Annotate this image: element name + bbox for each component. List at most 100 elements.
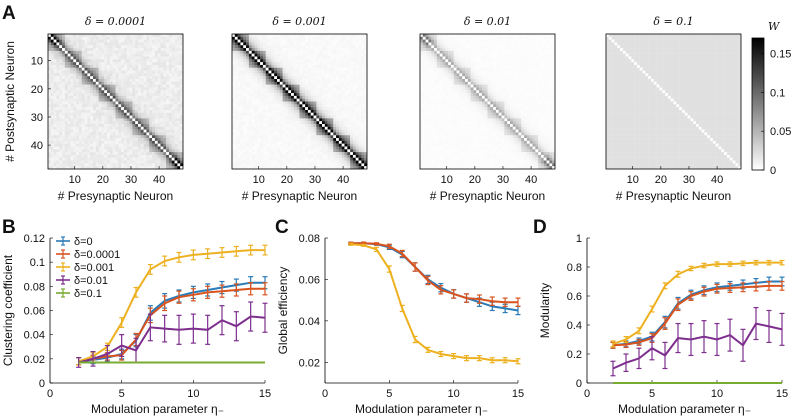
heatmap-cell (126, 64, 130, 68)
heatmap-cell (104, 107, 108, 111)
heatmap-cell (336, 149, 340, 153)
heatmap-cell (364, 132, 368, 136)
heatmap-cell (73, 70, 77, 74)
heatmap-cell (78, 149, 82, 153)
heatmap-cell (168, 34, 172, 37)
heatmap-cell (154, 42, 158, 46)
heatmap-cell (107, 48, 111, 52)
heatmap-cell (78, 157, 82, 161)
heatmap-cell (76, 62, 80, 66)
heatmap-cell (246, 101, 250, 105)
heatmap-cell (246, 56, 250, 60)
heatmap-cell (174, 42, 178, 46)
heatmap-cell (434, 42, 438, 46)
heatmap-cell (53, 90, 57, 94)
heatmap-cell (56, 140, 60, 144)
heatmap-cell (129, 126, 133, 130)
heatmap-cell (336, 62, 340, 66)
heatmap-cell (285, 87, 289, 91)
heatmap-cell (422, 34, 426, 37)
heatmap-cell (316, 42, 320, 46)
heatmap-cell (358, 76, 362, 80)
heatmap-cell (305, 132, 309, 136)
heatmap-cell (146, 107, 150, 111)
heatmap-cell (254, 118, 258, 122)
heatmap-cell (53, 67, 57, 71)
heatmap-cell (305, 146, 309, 150)
heatmap-cell (246, 115, 250, 119)
heatmap-cell (143, 93, 147, 97)
heatmap-cell (355, 101, 359, 105)
heatmap-cell (324, 101, 328, 105)
heatmap-cell (307, 39, 311, 43)
heatmap-cell (95, 42, 99, 46)
heatmap-cell (81, 64, 85, 68)
heatmap-cell (436, 36, 440, 40)
heatmap-cell (277, 34, 280, 37)
heatmap-cell (138, 42, 141, 46)
heatmap-cell (288, 95, 292, 99)
heatmap-cell (53, 45, 57, 49)
heatmap-cell (64, 146, 68, 150)
heatmap-cell (251, 81, 255, 85)
heatmap-cell (78, 87, 82, 91)
heatmap-cell (330, 101, 334, 105)
heatmap-cell (154, 39, 158, 43)
heatmap-cell (476, 48, 480, 52)
heatmap-cell (67, 107, 71, 111)
heatmap-cell (282, 107, 286, 111)
heatmap-cell (56, 79, 60, 82)
heatmap-cell (129, 62, 133, 66)
heatmap-cell (138, 160, 141, 164)
heatmap-cell (355, 115, 359, 119)
heatmap-cell (262, 109, 266, 113)
heatmap-cell (146, 93, 150, 97)
heatmap-cell (123, 42, 127, 46)
heatmap-cell (109, 36, 113, 40)
heatmap-cell (93, 107, 96, 111)
heatmap-cell (180, 42, 184, 46)
heatmap-cell (344, 109, 348, 113)
heatmap-cell (341, 112, 345, 116)
heatmap-cell (333, 140, 337, 144)
heatmap-cell (87, 160, 91, 164)
heatmap-cell (296, 166, 300, 170)
heatmap-cell (109, 67, 113, 71)
heatmap-cell (251, 132, 255, 136)
heatmap-cell (299, 87, 303, 91)
heatmap-cell (436, 53, 440, 57)
heatmap-cell (352, 107, 356, 111)
heatmap-cell (237, 132, 241, 136)
heatmap-cell (237, 107, 241, 111)
heatmap-cell (177, 87, 181, 91)
heatmap-cell (344, 42, 348, 46)
heatmap-cell (50, 124, 54, 127)
heatmap-cell (299, 135, 303, 139)
heatmap-cell (324, 93, 328, 97)
heatmap-cell (302, 112, 306, 116)
heatmap-cell (132, 90, 136, 94)
heatmap-cell (109, 70, 113, 74)
heatmap-cell (163, 109, 167, 113)
heatmap-cell (84, 36, 88, 40)
heatmap-cell (262, 45, 266, 49)
heatmap-cell (473, 36, 477, 40)
heatmap-cell (104, 39, 108, 43)
heatmap-cell (524, 39, 528, 43)
heatmap-cell (274, 149, 278, 153)
heatmap-cell (529, 42, 533, 46)
heatmap-cell (265, 149, 269, 153)
heatmap-cell (248, 109, 252, 113)
heatmap-cell (107, 132, 111, 136)
heatmap-cell (543, 50, 547, 54)
heatmap-cell (271, 98, 275, 102)
heatmap-cell (174, 160, 178, 164)
heatmap-cell (104, 112, 108, 116)
heatmap-cell (166, 143, 170, 147)
heatmap-cell (333, 126, 337, 130)
heatmap-cell (48, 160, 51, 164)
heatmap-cell (338, 53, 342, 57)
heatmap-cell (154, 163, 158, 167)
heatmap-cell (107, 53, 111, 57)
heatmap-cell (98, 70, 102, 74)
